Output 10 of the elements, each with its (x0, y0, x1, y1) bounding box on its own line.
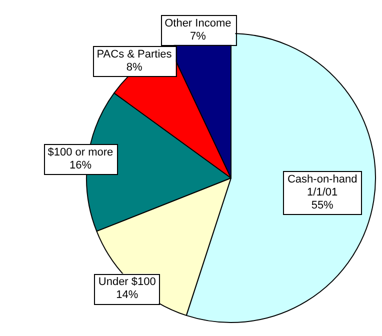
slice-label: PACs & Parties (96, 48, 172, 61)
data-label: 55% (311, 200, 334, 212)
slice-label: $100 or more (48, 146, 114, 159)
data-label: 8% (126, 62, 142, 74)
data-label: 14% (116, 289, 138, 302)
slice-label: Under $100 (98, 276, 156, 288)
slice-label: Cash-on-hand 1/1/01 (287, 174, 358, 198)
data-label: 7% (190, 30, 206, 42)
data-label: 16% (69, 160, 92, 172)
slice-label: Other Income (164, 17, 232, 30)
